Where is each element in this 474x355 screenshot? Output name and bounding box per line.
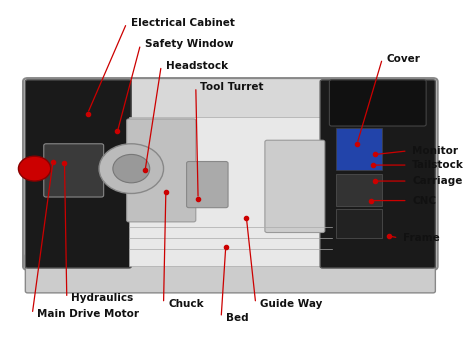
Text: Cover: Cover (387, 54, 421, 64)
Bar (129, 117, 341, 266)
FancyBboxPatch shape (320, 80, 435, 268)
FancyBboxPatch shape (44, 144, 104, 197)
Text: Headstock: Headstock (166, 61, 228, 71)
Text: CNC: CNC (412, 196, 437, 206)
Text: Safety Window: Safety Window (145, 39, 234, 49)
FancyBboxPatch shape (329, 80, 426, 126)
Circle shape (99, 144, 164, 193)
Bar (337, 174, 383, 206)
FancyBboxPatch shape (25, 254, 435, 293)
Circle shape (18, 156, 51, 181)
Text: Hydraulics: Hydraulics (72, 293, 134, 303)
Bar (337, 209, 383, 238)
FancyBboxPatch shape (127, 119, 196, 222)
Text: Frame: Frame (403, 233, 440, 243)
Text: Tool Turret: Tool Turret (201, 82, 264, 92)
Text: Guide Way: Guide Way (260, 299, 323, 308)
Bar (337, 128, 383, 170)
Text: Chuck: Chuck (168, 299, 204, 308)
FancyBboxPatch shape (23, 78, 438, 270)
Text: Main Drive Motor: Main Drive Motor (37, 309, 139, 319)
Text: Tailstock: Tailstock (412, 160, 464, 170)
FancyBboxPatch shape (25, 80, 131, 268)
FancyBboxPatch shape (187, 162, 228, 208)
Circle shape (113, 154, 150, 183)
Text: Electrical Cabinet: Electrical Cabinet (131, 18, 235, 28)
Text: Bed: Bed (226, 313, 248, 323)
FancyBboxPatch shape (265, 140, 325, 233)
Text: Monitor: Monitor (412, 146, 458, 156)
Text: Carriage: Carriage (412, 176, 463, 186)
